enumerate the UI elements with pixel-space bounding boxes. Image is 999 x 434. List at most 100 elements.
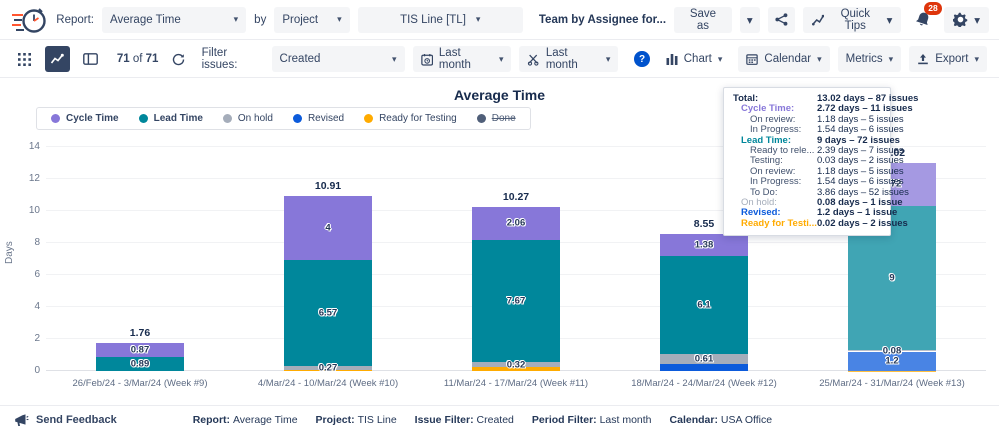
chart-type-select[interactable]: Chart ▾ [657,46,731,72]
x-axis-category-label: 25/Mar/24 - 31/Mar/24 (Week #13) [819,378,965,389]
bar-group: 0.89 0.87 1.76 26/Feb/24 - 3/Mar/24 (Week #… [46,147,234,389]
settings-button[interactable]: ▾ [944,6,989,33]
bar-segment[interactable] [660,363,748,371]
project-select-value: TIS Line [TL] [400,13,466,26]
share-icon [775,13,788,26]
bar-group: 0.61 6.1 1.38 8.55 18/Mar/24 - 24/Mar/24 (We… [610,147,798,389]
tooltip-row-value: 1.18 days – 5 issues [817,113,904,125]
tooltip-row: Cycle Time: 2.72 days – 11 issues [733,103,913,114]
by-label: by [254,13,267,26]
save-as-label: Save as [689,7,717,32]
export-select[interactable]: Export ▾ [909,46,987,72]
bar-segment[interactable]: 2.06 [472,206,560,240]
tooltip-row-label: In Progress: [750,177,802,188]
legend-item[interactable]: Cycle Time [51,113,119,124]
bar-group: 1.2 0.08 9 2.72 13.02 25/Mar/24 - 31/Mar/24 (… [798,147,986,389]
tooltip-row: Ready for Testi... 0.02 days – 2 issues [733,218,908,229]
segment-value-label: 1.38 [694,239,714,251]
help-button[interactable]: ? [634,51,650,67]
quick-tips-button[interactable]: Quick Tips ▾ [802,6,902,33]
calendar-clock-icon [420,53,433,66]
bar-segment[interactable]: 1.2 [848,351,936,371]
send-feedback-button[interactable]: Send Feedback [14,413,117,427]
project-select[interactable]: TIS Line [TL] ▾ [357,6,523,33]
view-toolbar: 71 of 71 Filter issues: Created ▾ Last m… [0,41,999,78]
bar-segment[interactable]: 0.32 [472,359,560,370]
x-axis-category-label: 26/Feb/24 - 3/Mar/24 (Week #9) [72,378,208,389]
summary-value: Last month [599,414,652,426]
bar-segment[interactable]: 6.1 [660,256,748,354]
save-as-menu-button[interactable]: ▾ [739,6,760,33]
tooltip-row: Revised: 1.2 days – 1 issue [733,208,897,219]
bar-chart-icon [666,54,678,65]
tooltip-row-label: On review: [750,114,796,125]
issue-filter-select[interactable]: Created ▾ [271,46,405,72]
bar-total-label: 10.91 [314,180,342,193]
chart-view-button[interactable] [44,46,70,72]
save-as-button[interactable]: Save as [674,6,732,33]
group-by-select[interactable]: Project ▾ [274,6,350,33]
group-by-value: Project [282,13,319,26]
bell-icon [915,12,929,26]
saved-report-name[interactable]: Team by Assignee for... [538,13,667,26]
line-chart-icon [51,53,65,64]
chevron-down-icon: ▾ [746,14,753,27]
segment-value-label: 6.57 [318,307,338,319]
scissors-icon [528,54,539,66]
bar-segment[interactable] [472,367,560,371]
bar-total-label: 10.27 [502,190,530,203]
tooltip-row-label: Total: [733,94,759,104]
metrics-select[interactable]: Metrics ▾ [837,46,902,72]
legend-item[interactable]: Ready for Testing [364,113,457,124]
bar-segment[interactable]: 1.38 [660,234,748,257]
period-work-select[interactable]: Last month ▾ [519,46,619,72]
bar-segment[interactable]: 9 [848,206,936,351]
legend-color-dot [364,114,374,123]
tooltip-row-label: Ready to rele... [750,146,815,157]
legend-color-dot [292,114,302,123]
bar-segment[interactable]: 0.89 [96,356,184,371]
period-calendar-select[interactable]: Last month ▾ [412,46,512,72]
bar-segment[interactable]: 0.08 [848,345,936,356]
legend-item[interactable]: Revised [292,113,344,124]
tooltip-row: On hold: 0.08 days – 1 issue [733,197,903,208]
summary-pair: Calendar: USA Office [670,414,773,426]
filter-issues-label: Filter issues: [201,47,238,71]
y-axis-tick-label: 0 [34,365,40,376]
share-button[interactable] [767,6,795,33]
notifications-button[interactable]: 28 [909,1,943,34]
segment-value-label: 0.08 [882,345,902,357]
bar-segment[interactable]: 0.87 [96,342,184,357]
bar-segment[interactable]: 0.27 [284,362,372,373]
chevron-down-icon: ▾ [337,14,342,24]
tooltip-row-label: Revised: [741,208,781,219]
legend-item[interactable]: Lead Time [138,113,203,124]
legend-item[interactable]: On hold [222,113,273,124]
bar-segment[interactable]: 7.67 [472,239,560,363]
bar-segment[interactable] [284,369,372,371]
bar-segment[interactable]: 6.57 [284,260,372,366]
board-icon [82,53,98,65]
issue-count-of: of [132,53,143,65]
report-select[interactable]: Average Time ▾ [101,6,247,33]
grid-view-button[interactable] [12,46,37,72]
metrics-label: Metrics [845,53,883,65]
summary-key: Project: [315,414,358,426]
summary-value: TIS Line [357,414,397,426]
legend-item-label: Cycle Time [66,113,119,124]
refresh-button[interactable] [168,46,187,72]
tooltip-row: Testing: 0.03 days – 2 issues [733,156,904,167]
x-axis-category-label: 18/Mar/24 - 24/Mar/24 (Week #12) [631,378,777,389]
board-view-button[interactable] [78,46,103,72]
chevron-down-icon: ▾ [886,14,893,27]
bar-segment[interactable]: 4 [284,196,372,261]
legend-color-dot [476,114,486,123]
summary-value: Created [476,414,514,426]
calendar-select[interactable]: Calendar ▾ [738,46,830,72]
summary-key: Report: [192,414,233,426]
chevron-down-icon: ▾ [233,14,239,24]
segment-value-label: 0.89 [130,358,150,370]
bar-segment[interactable]: 0.61 [660,353,748,364]
legend-item[interactable]: Done [476,113,516,124]
